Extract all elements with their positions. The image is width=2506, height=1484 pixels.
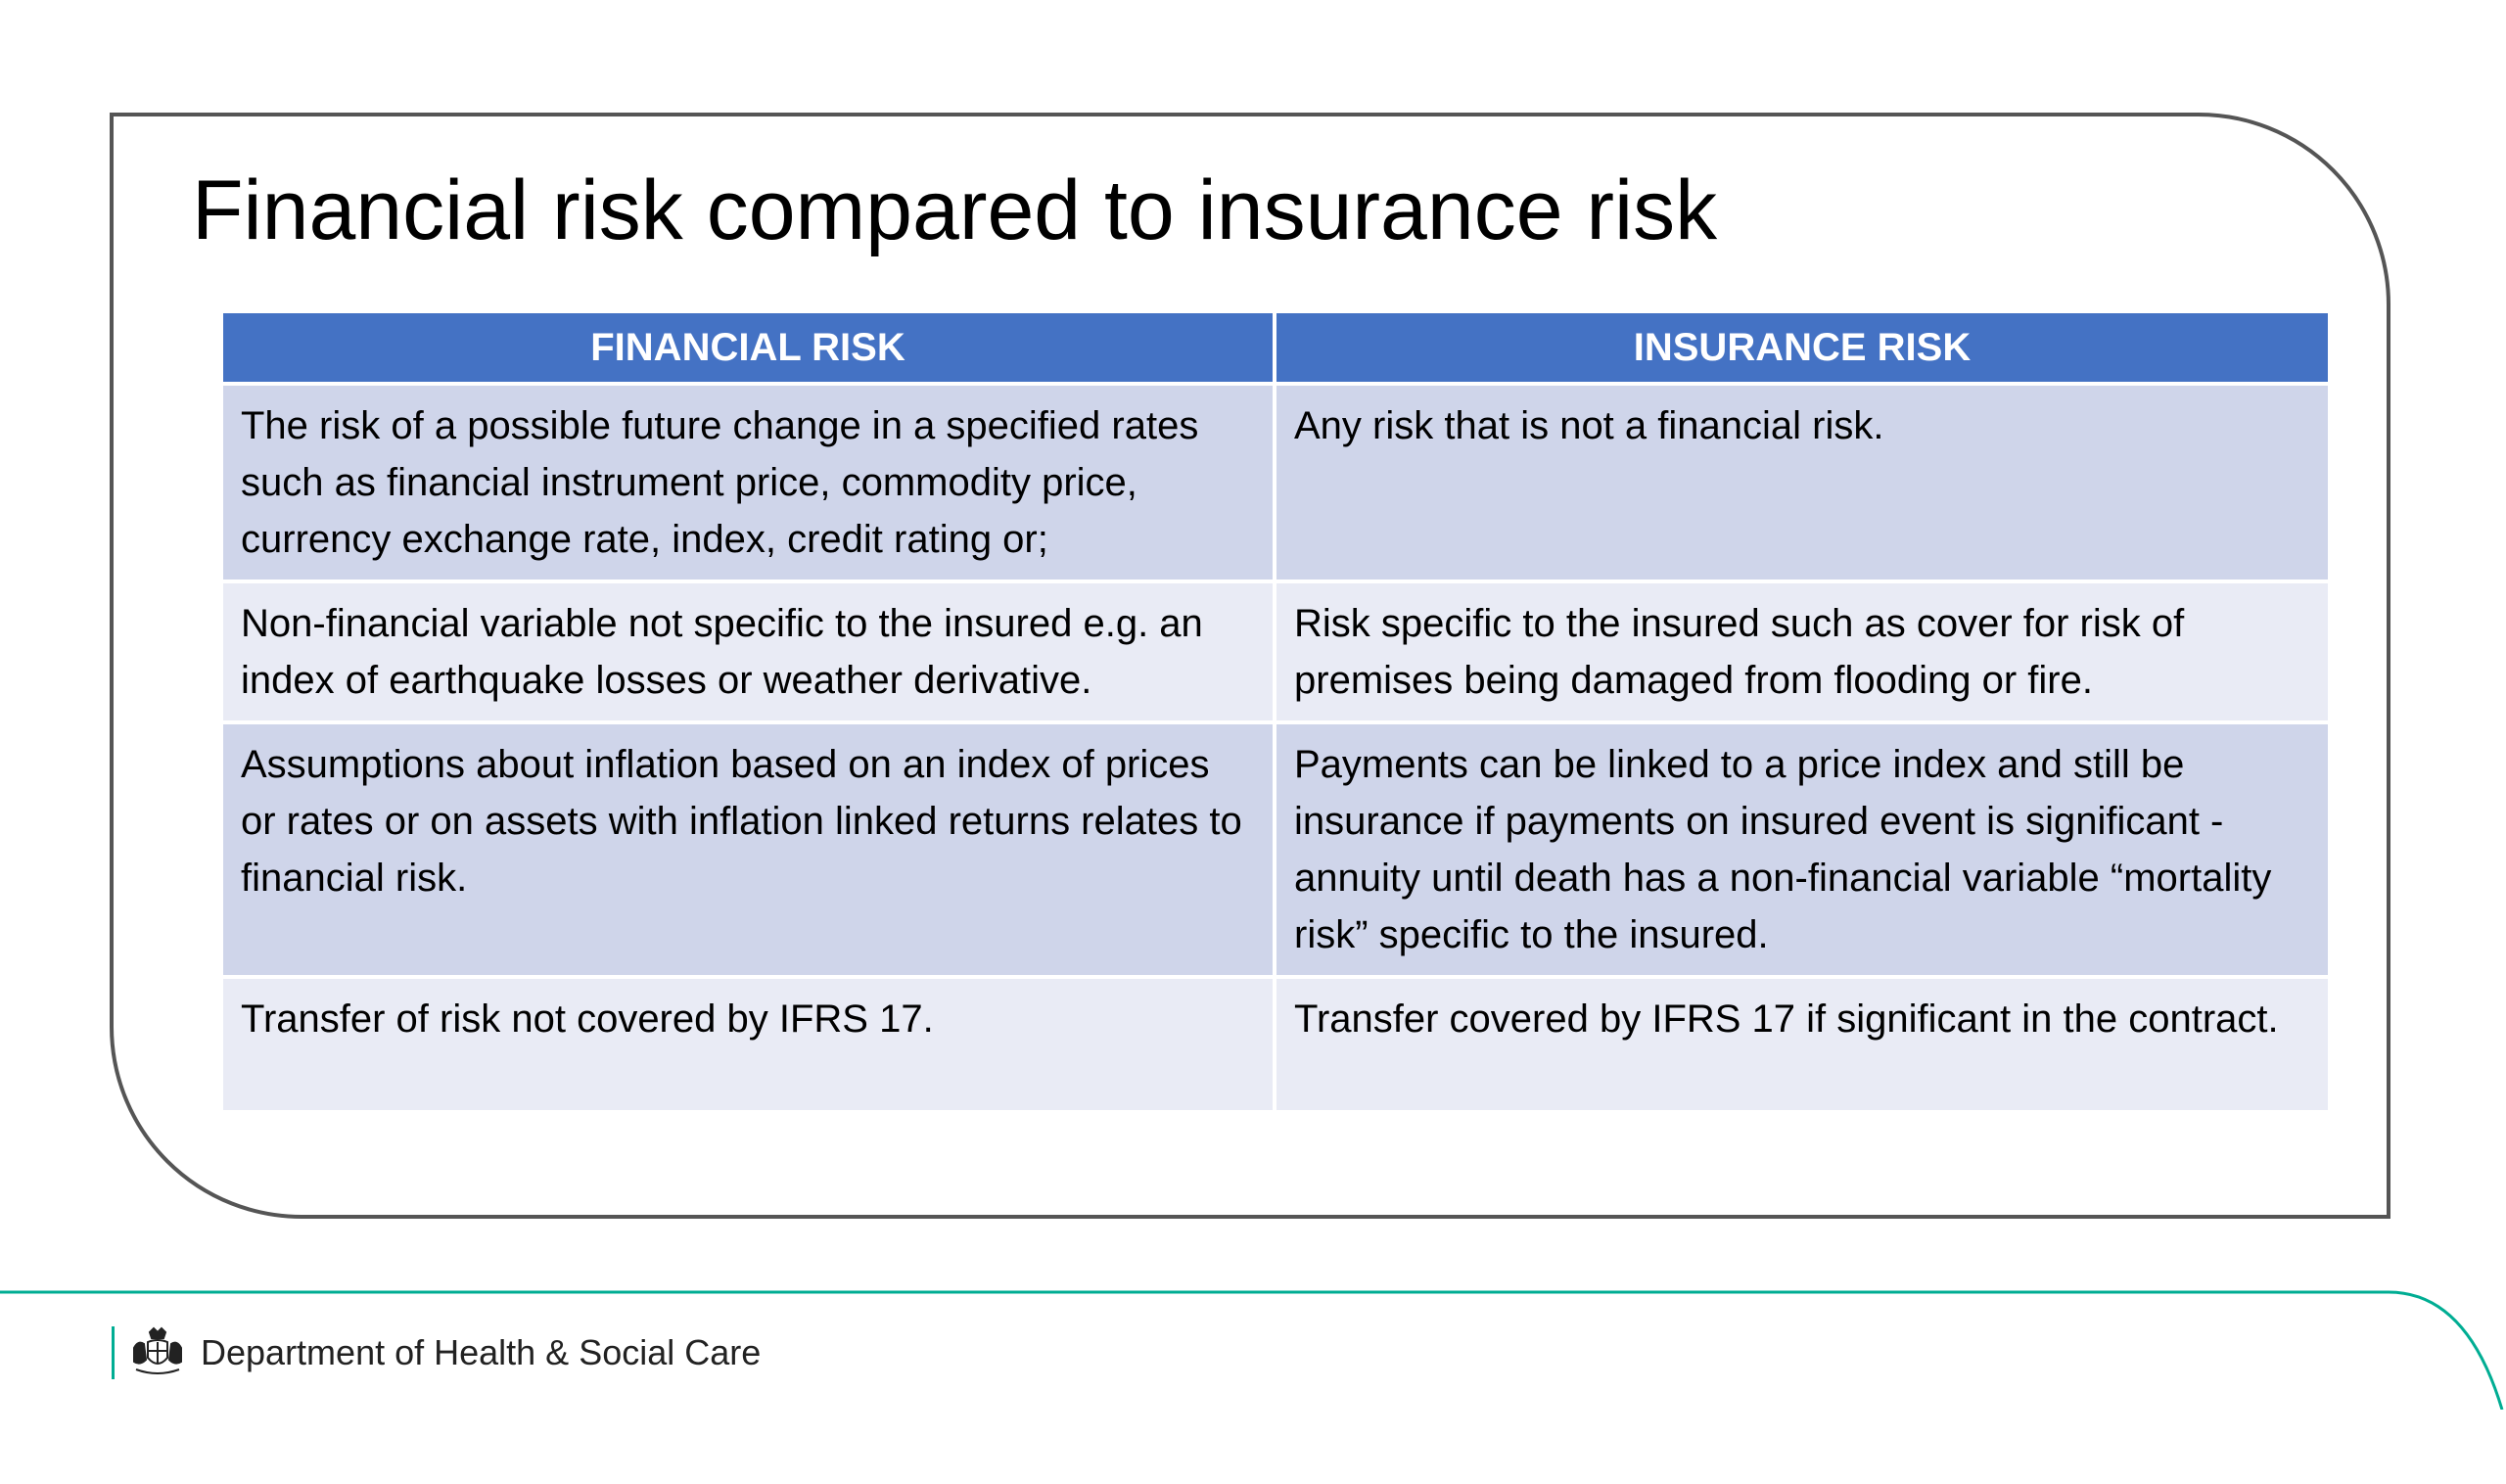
risk-comparison-table: FINANCIAL RISK INSURANCE RISK The risk o…	[219, 309, 2332, 1114]
financial-risk-cell: Assumptions about inflation based on an …	[223, 724, 1273, 975]
table-row: Transfer of risk not covered by IFRS 17.…	[223, 979, 2328, 1110]
table-row: The risk of a possible future change in …	[223, 386, 2328, 580]
table-row: Assumptions about inflation based on an …	[223, 724, 2328, 975]
header-financial-risk: FINANCIAL RISK	[223, 313, 1273, 382]
insurance-risk-cell: Transfer covered by IFRS 17 if significa…	[1276, 979, 2328, 1110]
department-name: Department of Health & Social Care	[201, 1332, 762, 1372]
footer-accent-bar	[112, 1326, 115, 1379]
insurance-risk-cell: Risk specific to the insured such as cov…	[1276, 583, 2328, 720]
financial-risk-cell: Non-financial variable not specific to t…	[223, 583, 1273, 720]
insurance-risk-cell: Payments can be linked to a price index …	[1276, 724, 2328, 975]
footer-divider	[0, 1288, 2506, 1484]
header-insurance-risk: INSURANCE RISK	[1276, 313, 2328, 382]
financial-risk-cell: The risk of a possible future change in …	[223, 386, 1273, 580]
table-row: Non-financial variable not specific to t…	[223, 583, 2328, 720]
table-header-row: FINANCIAL RISK INSURANCE RISK	[223, 313, 2328, 382]
insurance-risk-cell: Any risk that is not a financial risk.	[1276, 386, 2328, 580]
footer-logo: Department of Health & Social Care	[112, 1325, 761, 1380]
financial-risk-cell: Transfer of risk not covered by IFRS 17.	[223, 979, 1273, 1110]
royal-crest-icon	[133, 1326, 182, 1374]
slide-title: Financial risk compared to insurance ris…	[192, 163, 1718, 257]
